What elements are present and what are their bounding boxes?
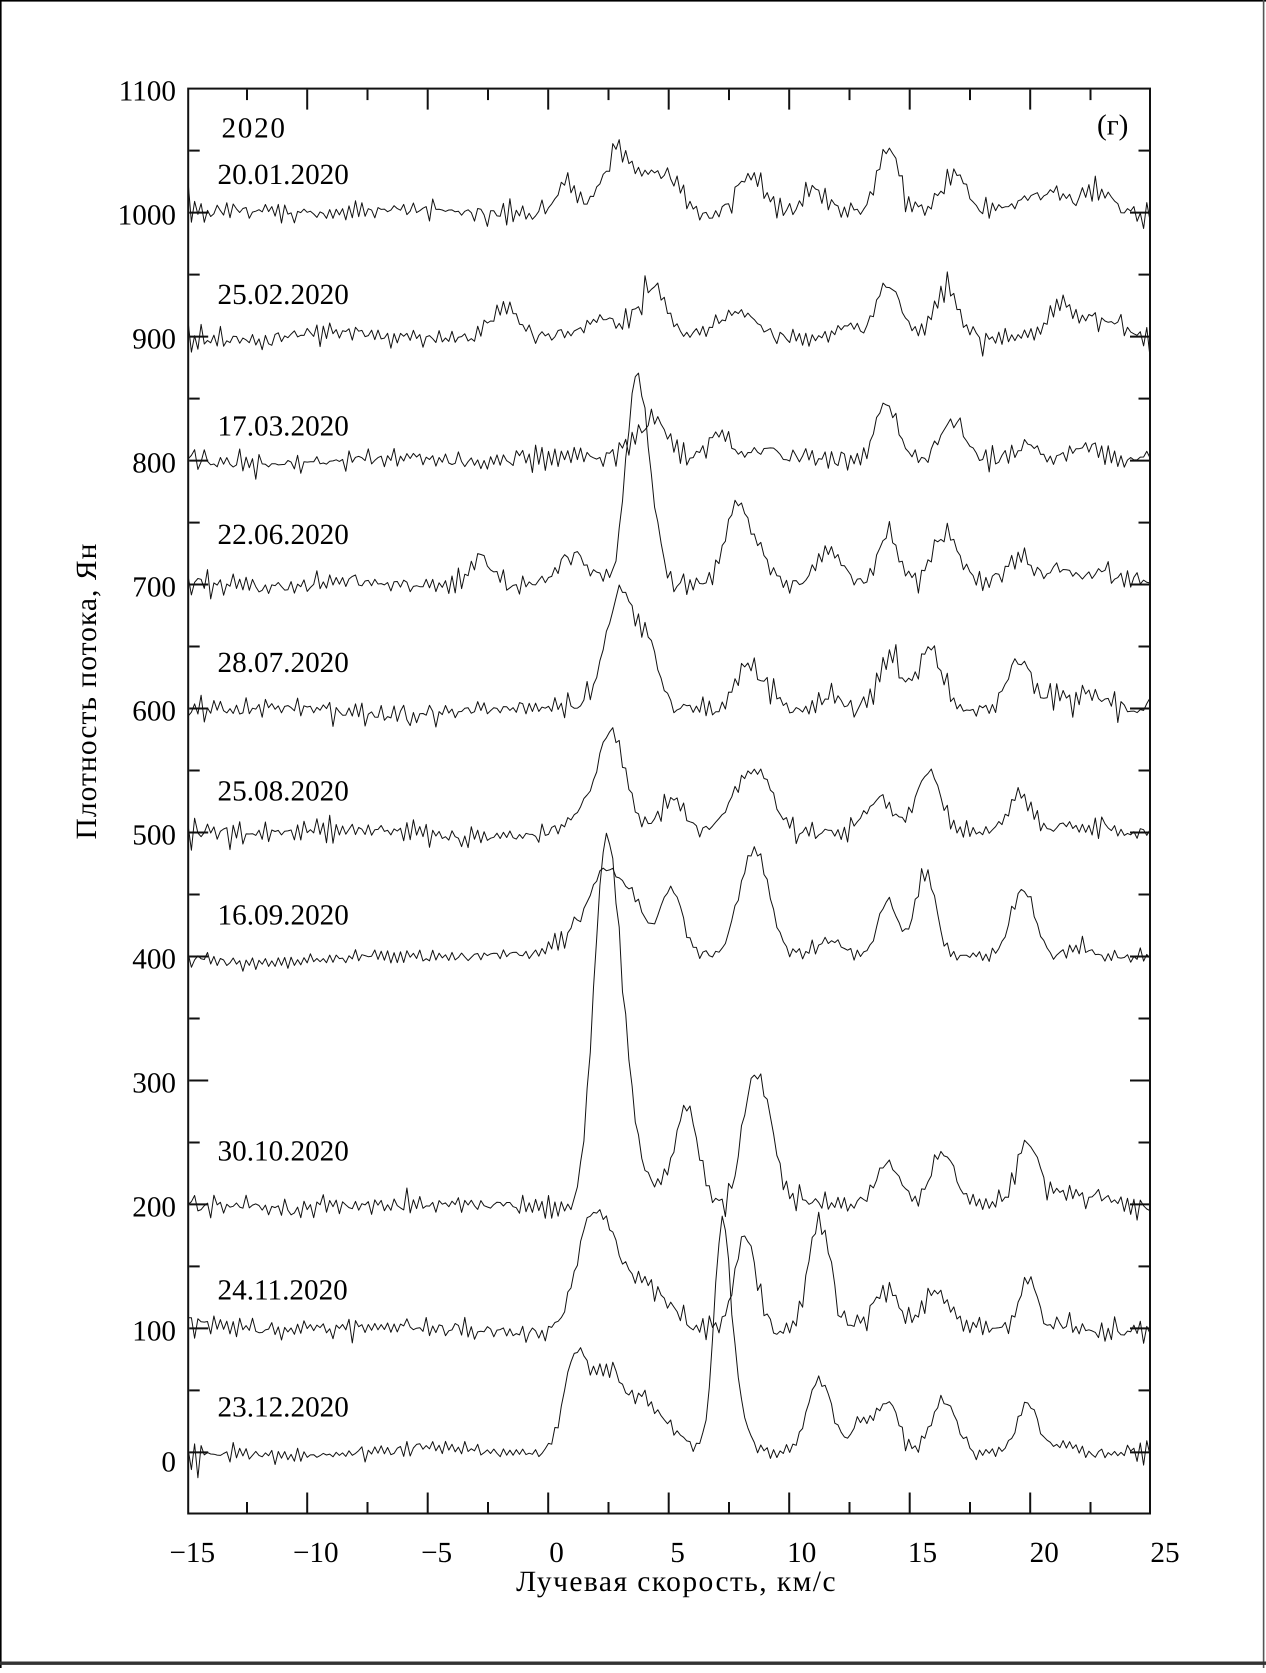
svg-text:22.06.2020: 22.06.2020 <box>218 519 349 551</box>
svg-text:−15: −15 <box>169 1537 215 1569</box>
svg-text:1000: 1000 <box>118 200 176 232</box>
svg-text:10: 10 <box>787 1537 816 1569</box>
svg-text:25: 25 <box>1150 1537 1179 1569</box>
svg-text:(г): (г) <box>1097 109 1128 141</box>
svg-text:0: 0 <box>549 1537 564 1569</box>
svg-text:24.11.2020: 24.11.2020 <box>218 1275 348 1307</box>
svg-text:600: 600 <box>132 696 176 728</box>
svg-text:20: 20 <box>1030 1537 1059 1569</box>
svg-text:100: 100 <box>132 1315 176 1347</box>
svg-text:−5: −5 <box>421 1537 452 1569</box>
svg-text:1100: 1100 <box>119 76 176 108</box>
svg-text:400: 400 <box>132 944 176 976</box>
svg-text:200: 200 <box>132 1191 176 1223</box>
svg-text:Лучевая скорость, км/с: Лучевая скорость, км/с <box>516 1566 837 1598</box>
svg-text:800: 800 <box>132 448 176 480</box>
svg-text:300: 300 <box>132 1068 176 1100</box>
svg-text:2020: 2020 <box>222 113 287 145</box>
svg-text:20.01.2020: 20.01.2020 <box>218 159 349 191</box>
svg-text:17.03.2020: 17.03.2020 <box>218 411 349 443</box>
svg-text:0: 0 <box>161 1447 176 1479</box>
svg-text:30.10.2020: 30.10.2020 <box>218 1136 349 1168</box>
svg-text:900: 900 <box>132 324 176 356</box>
svg-text:500: 500 <box>132 820 176 852</box>
svg-text:25.02.2020: 25.02.2020 <box>218 279 349 311</box>
svg-text:28.07.2020: 28.07.2020 <box>218 647 349 679</box>
svg-text:16.09.2020: 16.09.2020 <box>218 900 349 932</box>
svg-text:Плотность потока, Ян: Плотность потока, Ян <box>71 543 103 840</box>
svg-text:5: 5 <box>670 1537 685 1569</box>
svg-text:−10: −10 <box>293 1537 339 1569</box>
svg-text:25.08.2020: 25.08.2020 <box>218 776 349 808</box>
svg-text:700: 700 <box>132 572 176 604</box>
svg-text:15: 15 <box>908 1537 937 1569</box>
svg-text:23.12.2020: 23.12.2020 <box>218 1392 349 1424</box>
